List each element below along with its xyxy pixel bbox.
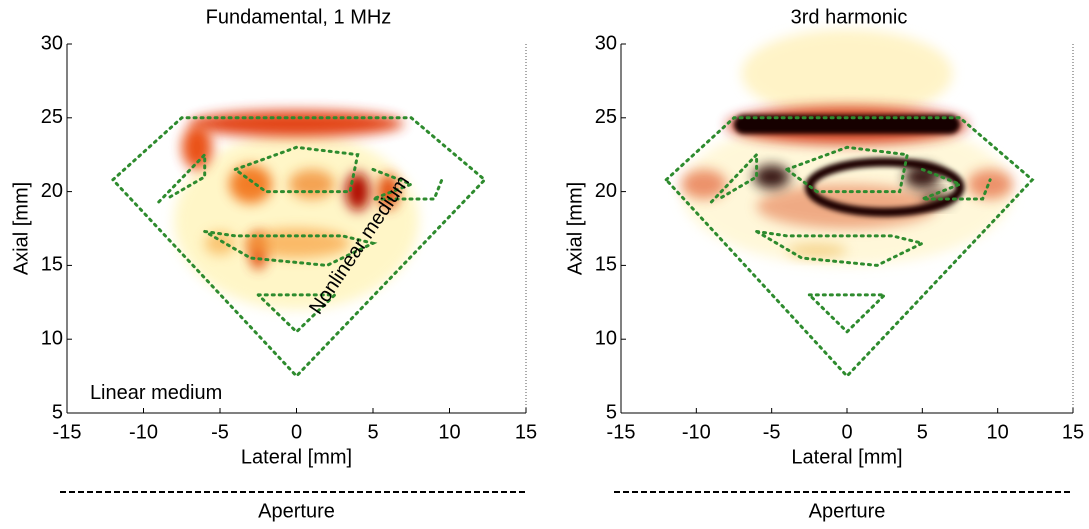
outline [920, 167, 992, 201]
x-tick-label: 5 [917, 421, 928, 443]
aperture-label: Aperture [258, 500, 335, 522]
heat-blob [345, 172, 370, 211]
heat-blob [204, 231, 236, 256]
x-tick-label: -10 [129, 421, 158, 443]
x-tick-label: -15 [607, 421, 636, 443]
x-axis-label: Lateral [mm] [791, 446, 902, 468]
y-tick-label: 15 [41, 254, 63, 276]
y-axis-label: Axial [mm] [564, 182, 586, 275]
heat-blob [741, 29, 953, 118]
x-tick-label: -10 [682, 421, 711, 443]
chart-title: 3rd harmonic [791, 6, 908, 28]
y-tick-label: 25 [41, 106, 63, 128]
annotation: Linear medium [90, 382, 222, 404]
panel: -15 -10 -5 0 5 10 15 5 10 15 20 25 30 3rd harmonic Lat… [564, 6, 1084, 522]
y-tick-label: 25 [595, 106, 617, 128]
x-tick-label: 10 [987, 421, 1009, 443]
x-tick-label: 15 [515, 421, 537, 443]
y-tick-label: 30 [41, 32, 63, 54]
y-axis-label: Axial [mm] [10, 182, 32, 275]
x-tick-label: -5 [763, 421, 781, 443]
y-tick-label: 15 [595, 254, 617, 276]
y-tick-label: 10 [41, 327, 63, 349]
x-tick-label: 10 [438, 421, 460, 443]
y-tick-label: 5 [52, 401, 63, 423]
x-tick-label: 15 [1062, 421, 1084, 443]
heat-blob [753, 165, 790, 189]
y-tick-label: 10 [595, 327, 617, 349]
x-tick-label: 5 [367, 421, 378, 443]
outline [256, 293, 339, 334]
chart-title: Fundamental, 1 MHz [206, 6, 392, 28]
heat-blob [786, 243, 847, 259]
heat-blob [288, 169, 335, 199]
x-tick-label: 0 [291, 421, 302, 443]
x-axis-label: Lateral [mm] [241, 446, 352, 468]
outline [371, 167, 444, 201]
heat-blob [681, 169, 727, 199]
outline [111, 116, 487, 379]
heat-blob [967, 169, 1013, 199]
x-tick-label: 0 [841, 421, 852, 443]
heat-blob [229, 165, 273, 204]
outline [709, 150, 759, 204]
x-tick-label: -15 [53, 421, 82, 443]
y-tick-label: 5 [606, 401, 617, 423]
outline [157, 151, 207, 204]
y-tick-label: 30 [595, 32, 617, 54]
aperture-label: Aperture [809, 500, 886, 522]
outline [664, 116, 1035, 379]
y-tick-label: 20 [595, 180, 617, 202]
x-tick-label: -5 [211, 421, 229, 443]
heat-blob [242, 228, 351, 259]
y-tick-label: 20 [41, 180, 63, 202]
outline [807, 293, 889, 334]
heat-band [734, 114, 960, 135]
panel: -15 -10 -5 0 5 10 15 5 10 15 20 25 30 Fundamental, 1 … [10, 6, 537, 522]
outline [233, 145, 360, 194]
outline [755, 229, 927, 267]
outline [203, 229, 378, 267]
heat-blob [189, 110, 404, 137]
outline [785, 145, 910, 194]
